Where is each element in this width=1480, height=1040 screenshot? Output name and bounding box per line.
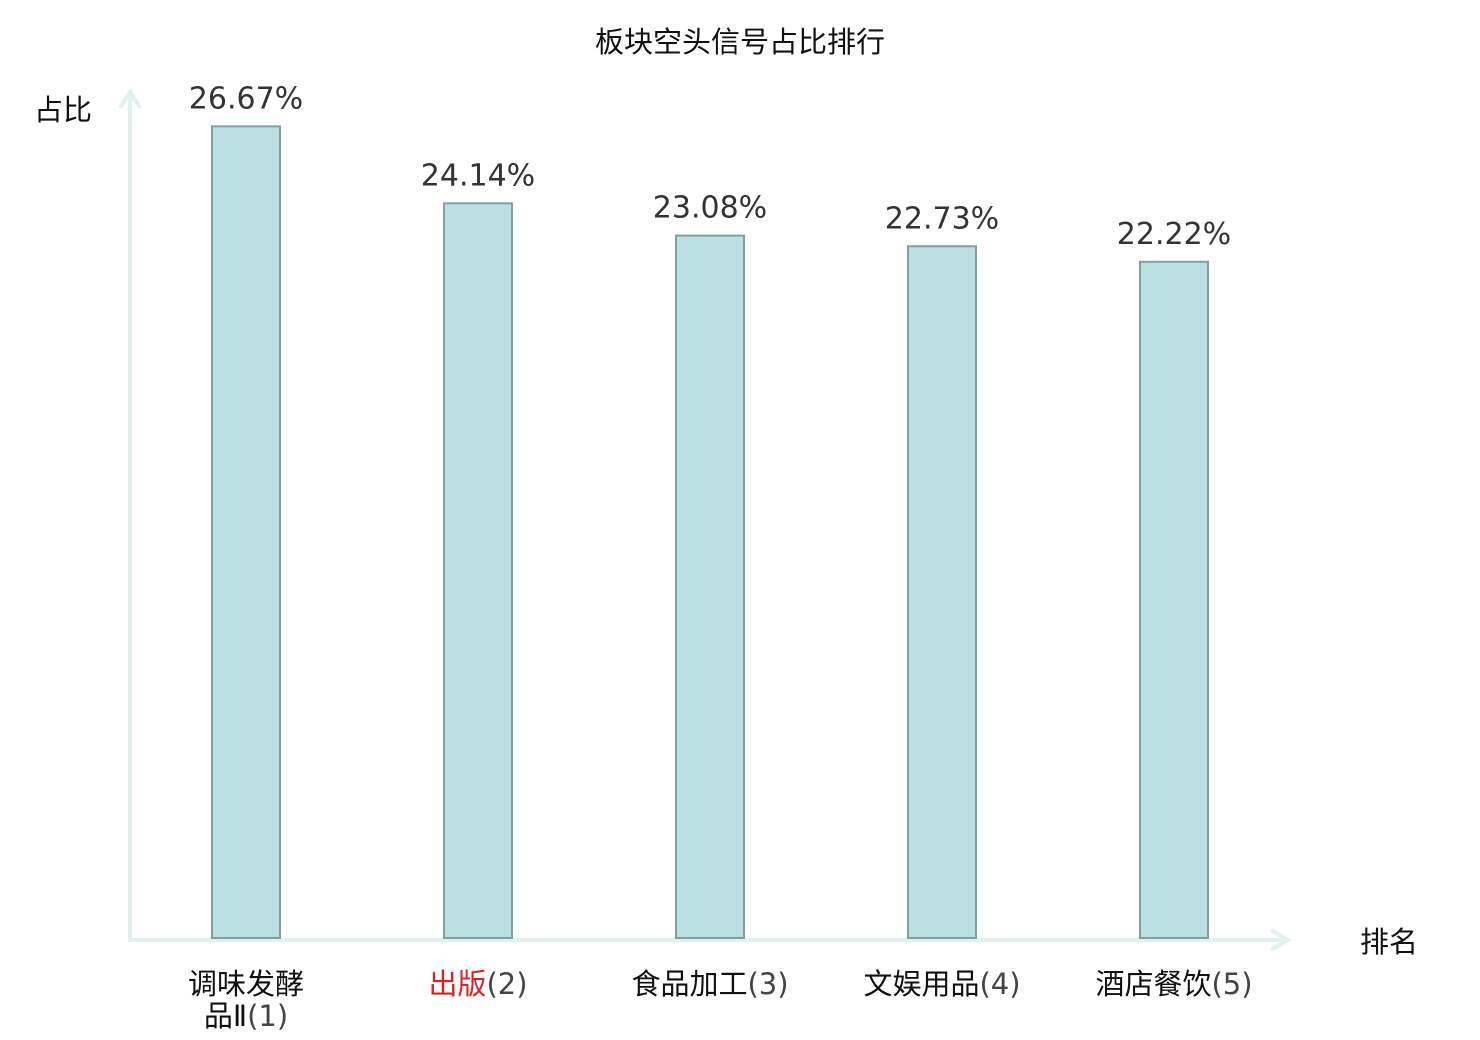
y-axis-label: 占比 <box>34 93 92 127</box>
bar-value-label: 22.22% <box>1117 217 1231 252</box>
bar-value-label: 23.08% <box>653 191 767 226</box>
x-tick-label: 食品加工(3) <box>631 967 788 1001</box>
x-axis-arrow <box>1269 928 1292 952</box>
bar-value-label: 22.73% <box>885 201 999 236</box>
x-tick-label: 文娱用品(4) <box>863 967 1020 1001</box>
category-labels-group: 调味发酵品Ⅱ(1) 出版(2) 食品加工(3) 文娱用品(4) 酒店餐饮(5) <box>188 967 1253 1033</box>
value-labels-group: 26.67% 24.14% 23.08% 22.73% 22.22% <box>189 81 1231 251</box>
bar <box>211 125 281 939</box>
bar <box>443 202 513 939</box>
bars-group <box>211 125 1209 940</box>
bar <box>675 234 745 939</box>
bar-value-label: 24.14% <box>421 158 535 193</box>
chart-title: 板块空头信号占比排行 <box>595 25 885 59</box>
x-axis-label: 排名 <box>1360 925 1418 959</box>
bar <box>907 245 977 940</box>
bar <box>1139 260 1209 939</box>
y-axis-arrow <box>118 88 142 110</box>
x-tick-label: 酒店餐饮(5) <box>1095 967 1252 1001</box>
x-tick-label: 出版(2) <box>428 967 527 1001</box>
bar-value-label: 26.67% <box>189 81 303 116</box>
x-tick-label: 调味发酵品Ⅱ(1) <box>188 967 304 1033</box>
